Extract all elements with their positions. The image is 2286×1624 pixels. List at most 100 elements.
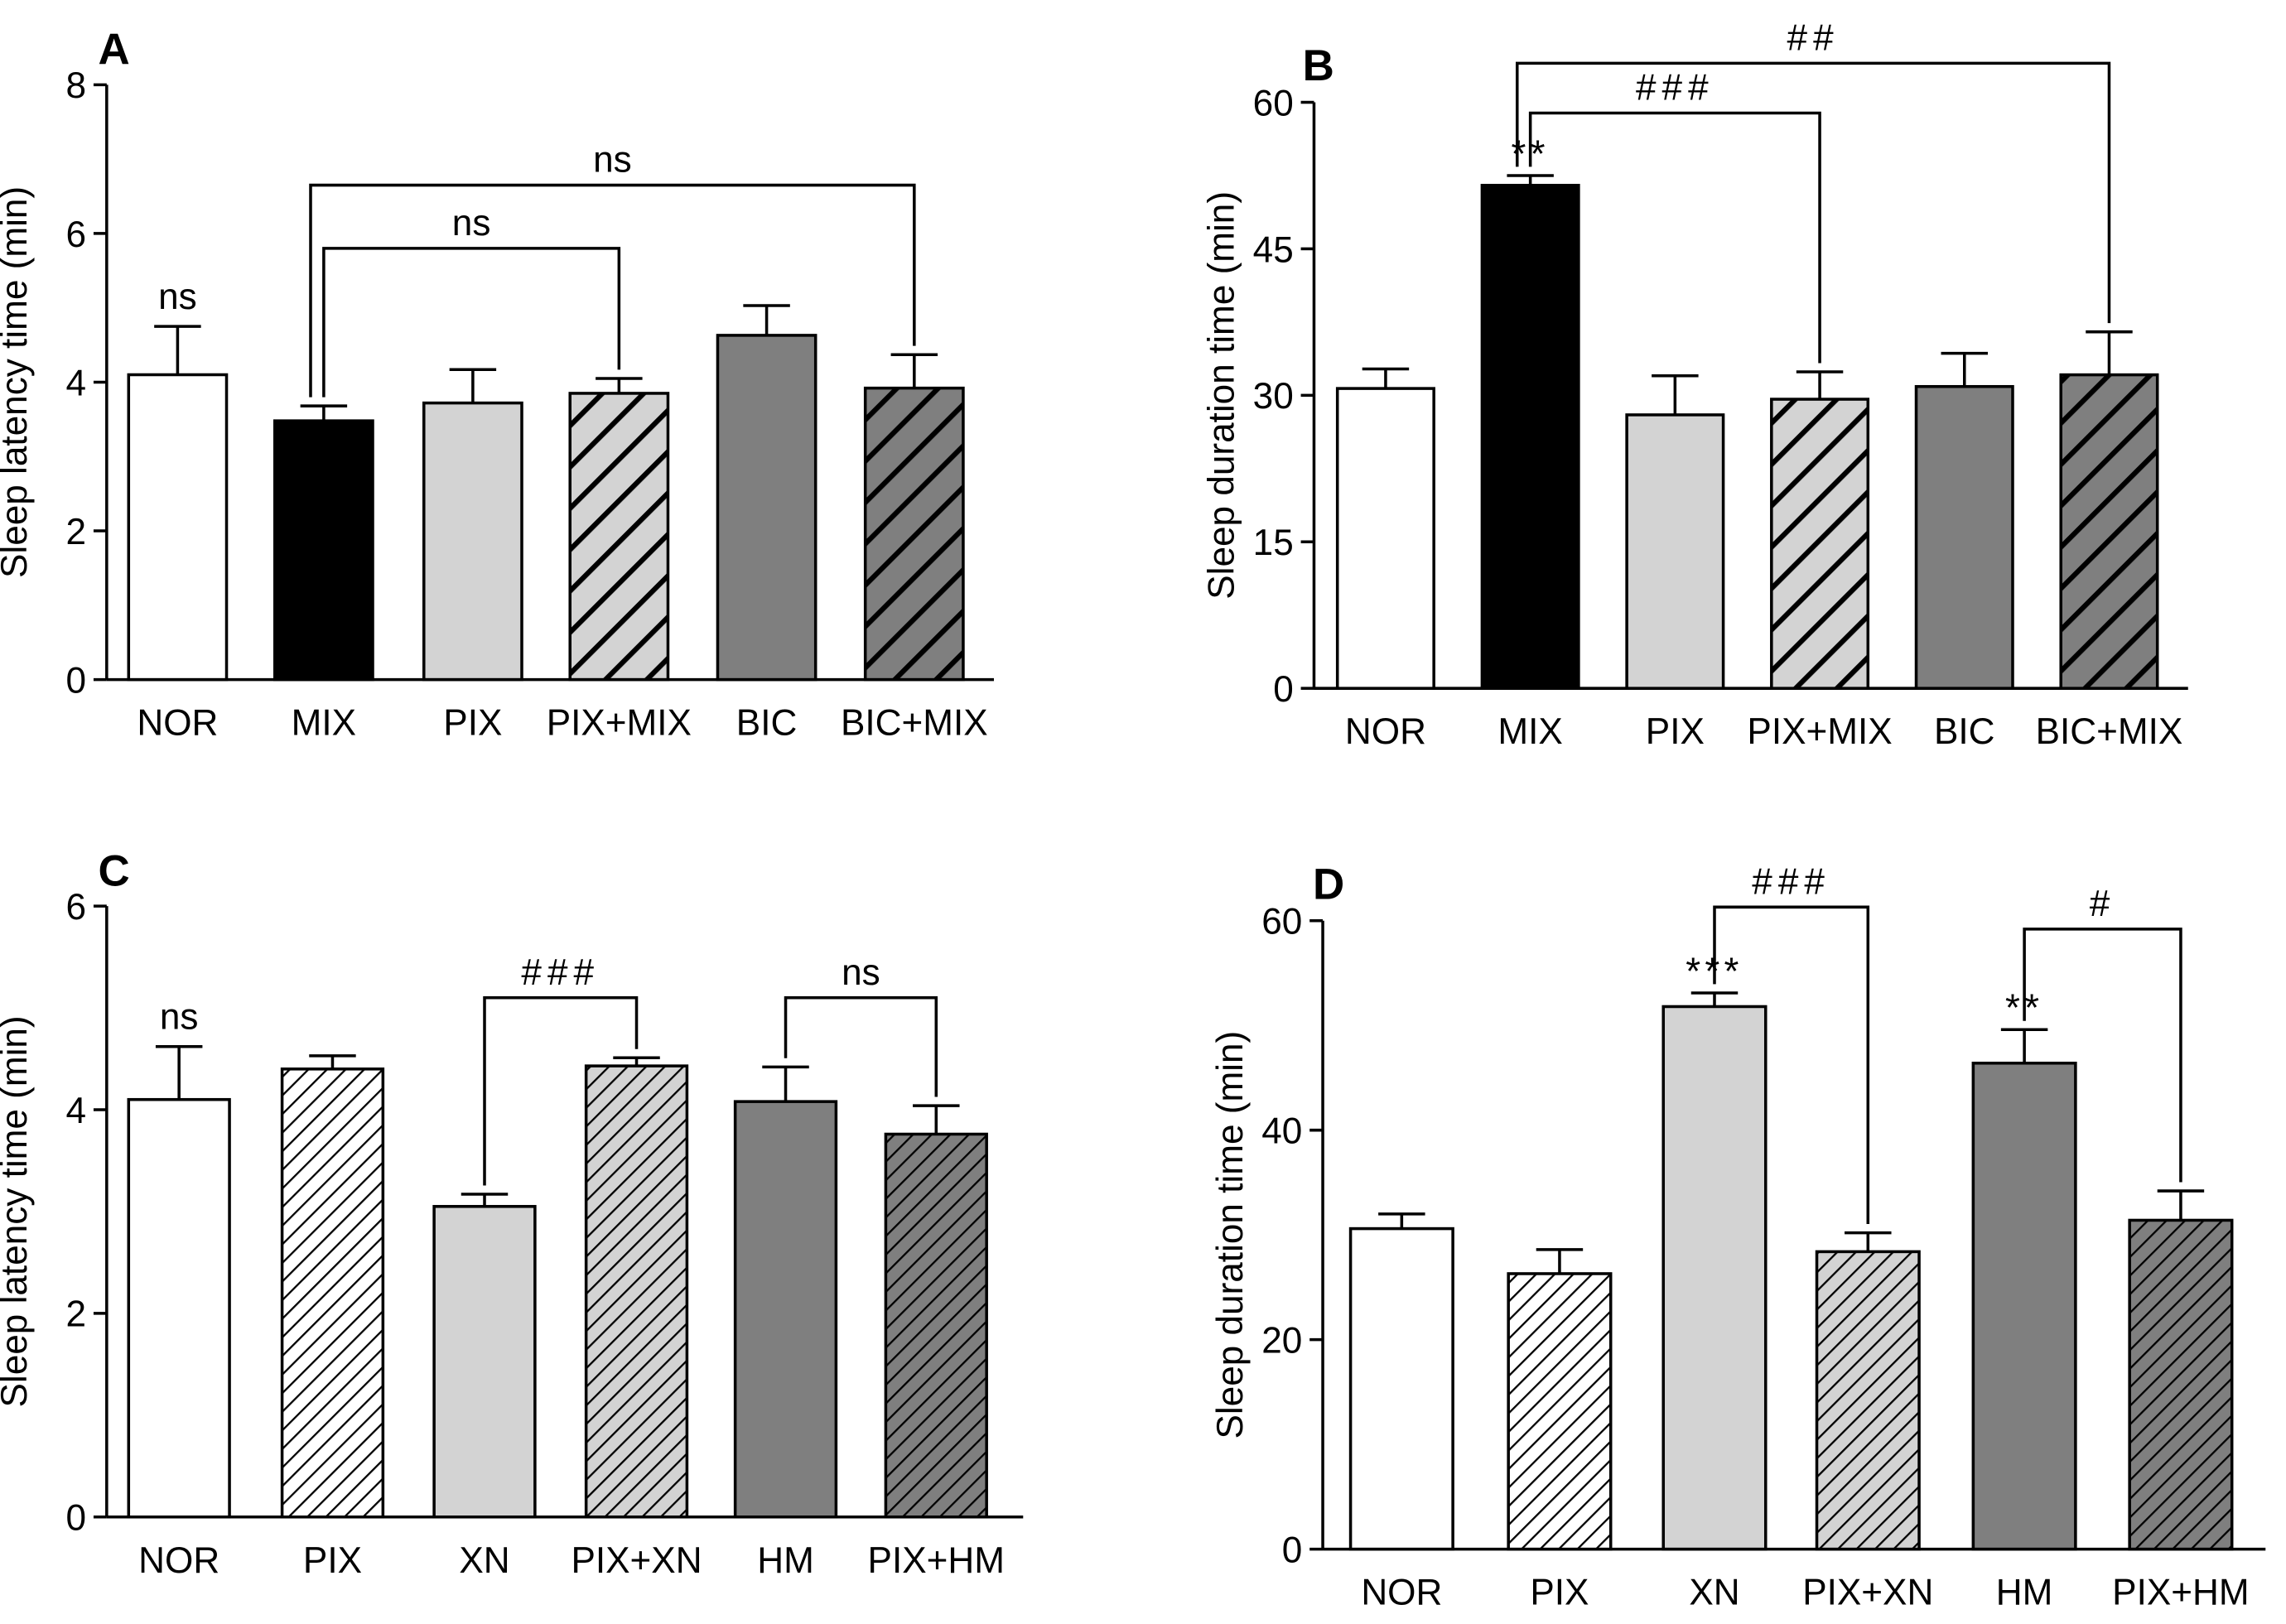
y-axis-title: Sleep duration time (min) [1201,191,1242,600]
bracket-label: ns [842,952,880,993]
comparison-bracket [1713,905,1870,1225]
bar-pix-plus-hm [884,1132,988,1519]
bracket-label: ns [452,203,491,243]
bar-pix [1507,1272,1613,1551]
y-axis-title: Sleep latency time (min) [0,1015,35,1407]
x-tick-label: PIX+HM [868,1540,1005,1581]
x-tick-label: PIX [1646,711,1705,752]
bar-pix-plus-mix [1770,398,1870,690]
y-tick-label: 0 [1273,669,1294,710]
significance-label: *** [1686,949,1743,992]
x-tick-label: PIX+MIX [1747,711,1892,752]
bracket-label: ### [521,952,600,993]
x-tick-label: PIX [443,703,502,744]
y-tick-label: 6 [66,887,87,928]
bar-pix [422,401,523,682]
panel-letter: A [99,26,130,75]
bar-bic-plus-mix [2059,373,2159,690]
x-tick-label: HM [1996,1573,2053,1613]
comparison-bracket [322,247,621,398]
bar-hm [733,1100,838,1519]
y-tick-label: 60 [1253,83,1294,123]
x-tick-label: BIC [736,703,798,744]
significance-label: ** [2005,986,2043,1029]
x-tick-label: MIX [292,703,356,744]
comparison-bracket [309,183,916,398]
bar-xn [1661,1005,1768,1551]
panel-letter: D [1313,860,1344,908]
x-tick-label: BIC+MIX [2036,711,2183,752]
x-tick-label: PIX [303,1540,362,1581]
x-tick-label: XN [459,1540,509,1581]
y-tick-label: 0 [66,660,87,701]
bar-pix-plus-hm [2128,1218,2234,1551]
y-tick-label: 45 [1253,229,1294,270]
y-tick-label: 4 [66,1091,87,1131]
comparison-bracket [1528,111,1821,364]
x-tick-label: BIC+MIX [841,703,988,744]
y-axis-title: Sleep duration time (min) [1210,1031,1251,1439]
bar-bic-plus-mix [863,386,965,682]
panel-c: C 0 2 4 6 Sleep latency time (min) NOR PIX XN PIX… [0,846,1024,1581]
y-axis-title: Sleep latency time (min) [0,186,35,578]
x-tick-label: NOR [1361,1573,1442,1613]
x-tick-label: XN [1689,1573,1739,1613]
bracket-label: ns [593,140,632,181]
x-tick-label: MIX [1497,711,1562,752]
y-tick-label: 40 [1261,1111,1302,1152]
x-tick-label: NOR [1345,711,1426,752]
panel-d: D 0 20 40 60 Sleep duration time (min) NOR PIX X… [1210,860,2266,1613]
bar-mix [272,419,374,682]
x-tick-label: BIC [1934,711,1995,752]
y-tick-label: 4 [66,363,87,403]
y-tick-label: 2 [66,1294,87,1335]
x-tick-label: PIX+HM [2112,1573,2249,1613]
bar-pix [280,1067,385,1519]
bar-xn [432,1205,537,1519]
comparison-bracket [784,995,938,1097]
bar-nor [127,373,229,682]
bar-nor [1348,1226,1454,1551]
comparison-bracket [2023,928,2182,1183]
x-tick-label: NOR [137,703,218,744]
y-tick-label: 20 [1261,1321,1302,1361]
bar-pix-plus-xn [1815,1250,1921,1551]
bracket-label: # [2090,884,2116,924]
y-tick-label: 0 [66,1498,87,1539]
bar-nor [127,1097,231,1519]
bar-pix-plus-xn [584,1064,689,1519]
x-tick-label: PIX+MIX [547,703,692,744]
y-tick-label: 60 [1261,902,1302,942]
bar-pix-plus-mix [568,392,670,682]
bar-mix [1480,184,1580,690]
comparison-bracket [1515,61,2111,324]
panel-a: A 0 2 4 6 8 Sleep latency time (min) NOR MIX PIX P… [0,26,994,744]
significance-label: ns [158,277,197,317]
bar-bic [716,334,817,682]
bar-bic [1914,384,2014,690]
y-tick-label: 8 [66,65,87,106]
panel-letter: C [99,846,130,895]
x-tick-label: PIX [1530,1573,1589,1613]
comparison-bracket [483,995,639,1186]
y-tick-label: 15 [1253,523,1294,563]
panel-letter: B [1303,41,1334,90]
bracket-label: ### [1752,861,1830,902]
y-tick-label: 6 [66,214,87,255]
bar-nor [1335,387,1435,690]
x-tick-label: PIX+XN [1802,1573,1933,1613]
x-tick-label: NOR [138,1540,219,1581]
y-tick-label: 2 [66,512,87,552]
bar-hm [1971,1061,2077,1551]
x-tick-label: PIX+XN [571,1540,702,1581]
bar-pix [1625,413,1725,690]
bracket-label: ### [1636,68,1714,108]
y-tick-label: 30 [1253,376,1294,417]
panel-b: B 0 15 30 45 60 Sleep duration time (min) NOR MI… [1201,17,2188,752]
significance-label: ns [160,997,199,1038]
x-tick-label: HM [757,1540,814,1581]
y-tick-label: 0 [1282,1530,1303,1570]
bracket-label: ## [1787,17,1840,58]
